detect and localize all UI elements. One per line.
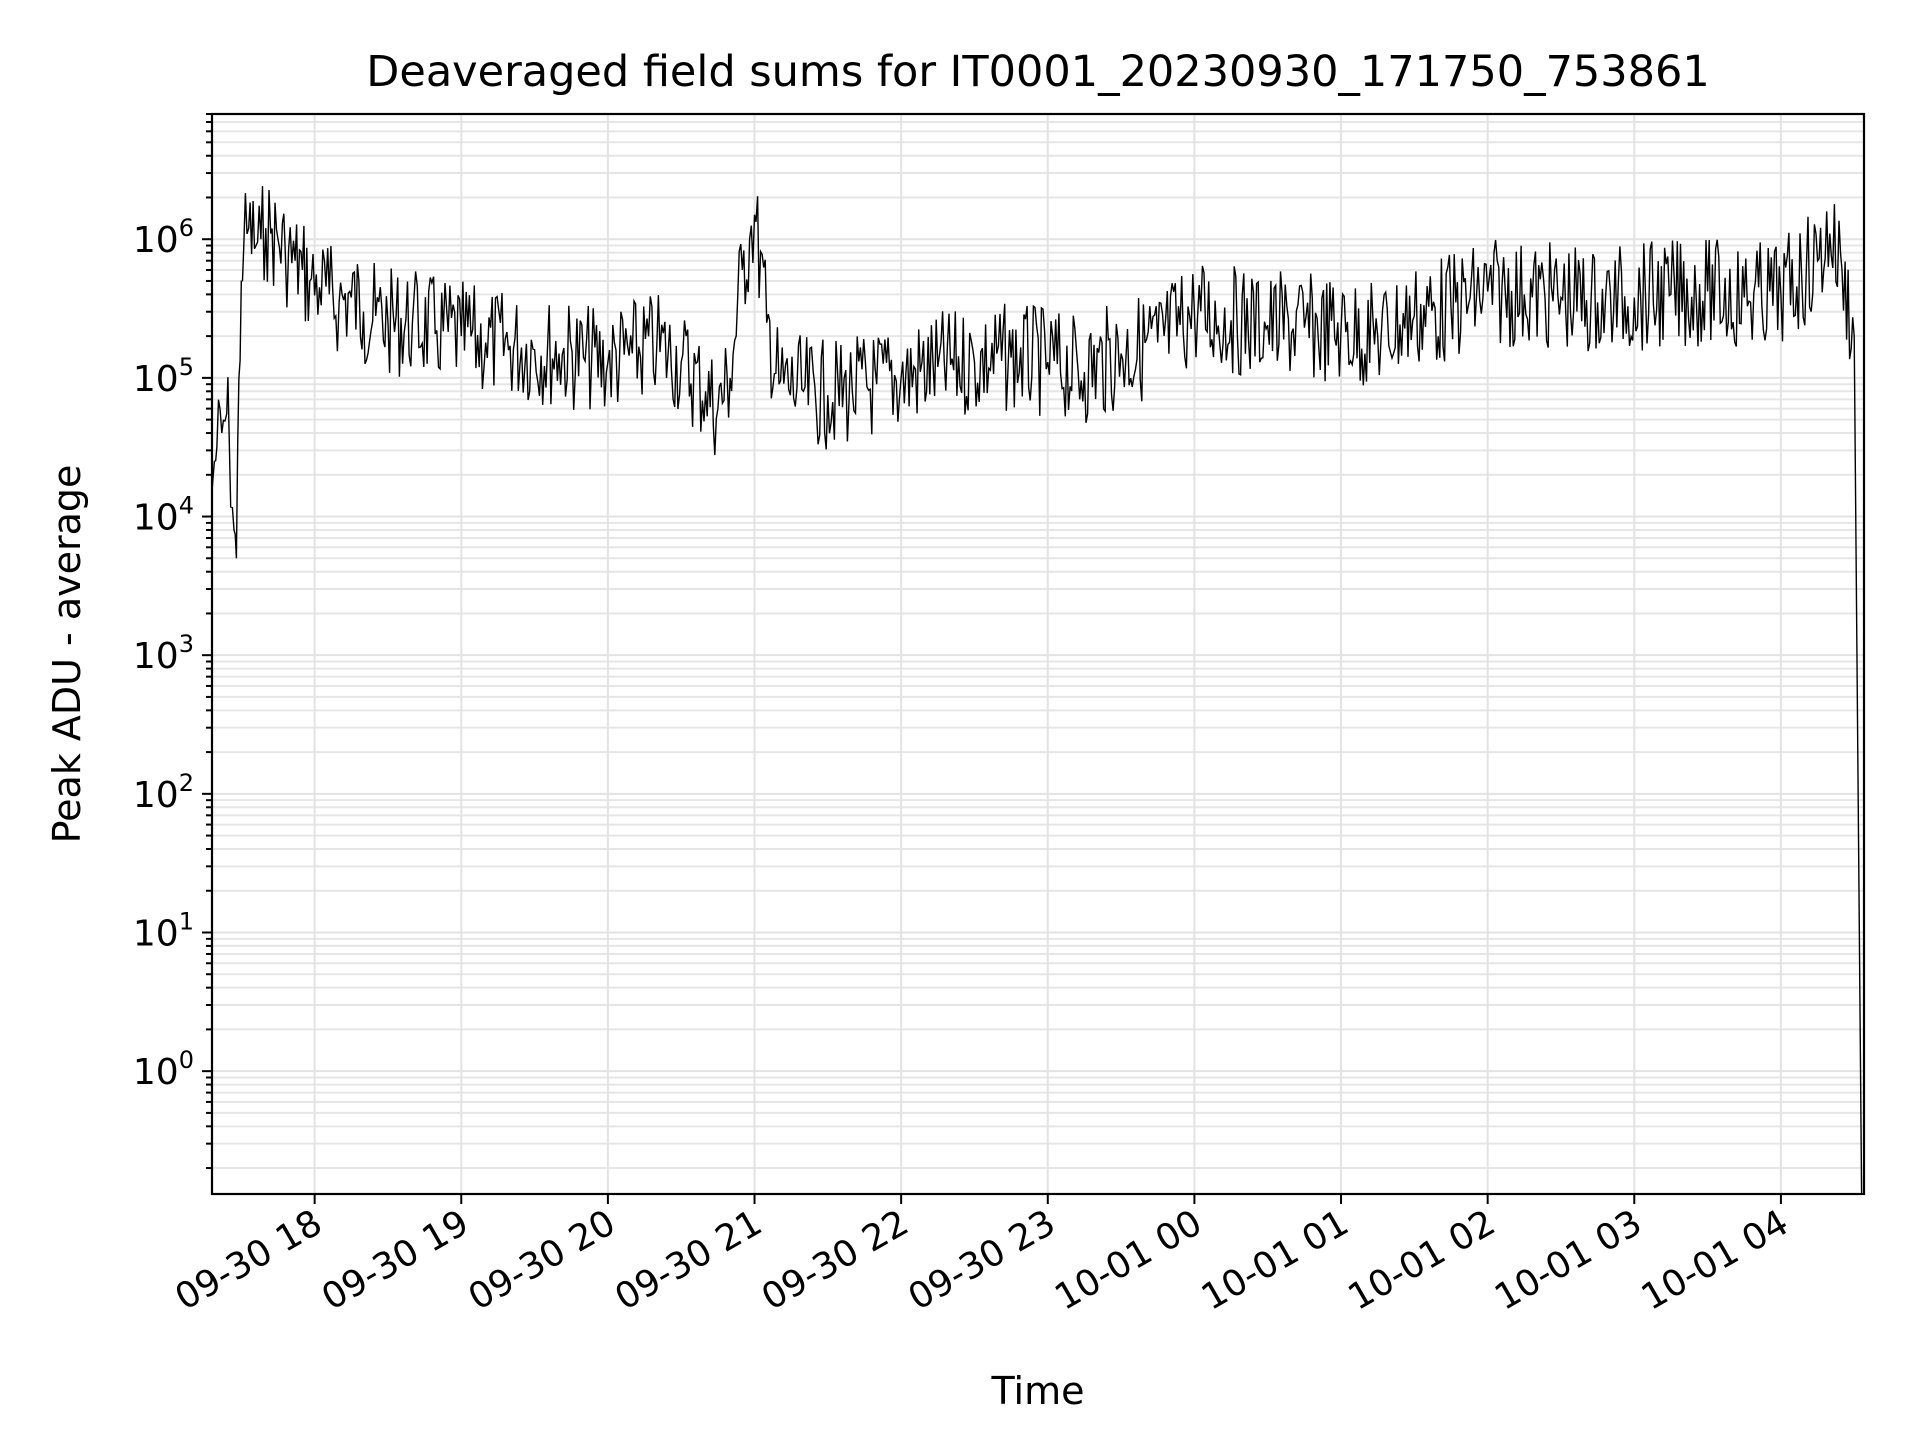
x-axis-label: Time: [991, 1369, 1085, 1413]
chart-title: Deaveraged field sums for IT0001_2023093…: [366, 47, 1709, 97]
y-axis: 100 101 102 103 104 105 106: [133, 113, 212, 1170]
y-tick-label: 104: [133, 492, 194, 539]
x-tick-label: 10-01 03: [1488, 1202, 1649, 1318]
y-tick-label: 101: [133, 907, 194, 954]
x-tick-label: 09-30 20: [462, 1202, 623, 1318]
y-tick-label: 100: [133, 1046, 194, 1093]
x-tick-label: 10-01 04: [1635, 1202, 1796, 1318]
x-tick-label: 09-30 23: [902, 1202, 1063, 1318]
y-axis-label: Peak ADU - average: [45, 465, 89, 844]
x-tick-label: 10-01 00: [1048, 1202, 1209, 1318]
x-tick-label: 10-01 02: [1341, 1202, 1502, 1318]
series-line: [211, 186, 1863, 1195]
y-tick-label: 103: [133, 630, 194, 677]
plot-frame: [210, 112, 1866, 1196]
grid: [212, 113, 1864, 1194]
x-tick-label: 09-30 21: [608, 1202, 769, 1318]
x-tick-label: 09-30 19: [315, 1202, 476, 1318]
x-tick-label: 09-30 22: [755, 1202, 916, 1318]
x-tick-label: 10-01 01: [1195, 1202, 1356, 1318]
y-tick-label: 106: [133, 214, 194, 261]
y-tick-label: 102: [133, 769, 194, 816]
data-line-layer: [211, 186, 1863, 1195]
x-tick-label: 09-30 18: [168, 1202, 329, 1318]
y-tick-label: 105: [133, 353, 194, 400]
